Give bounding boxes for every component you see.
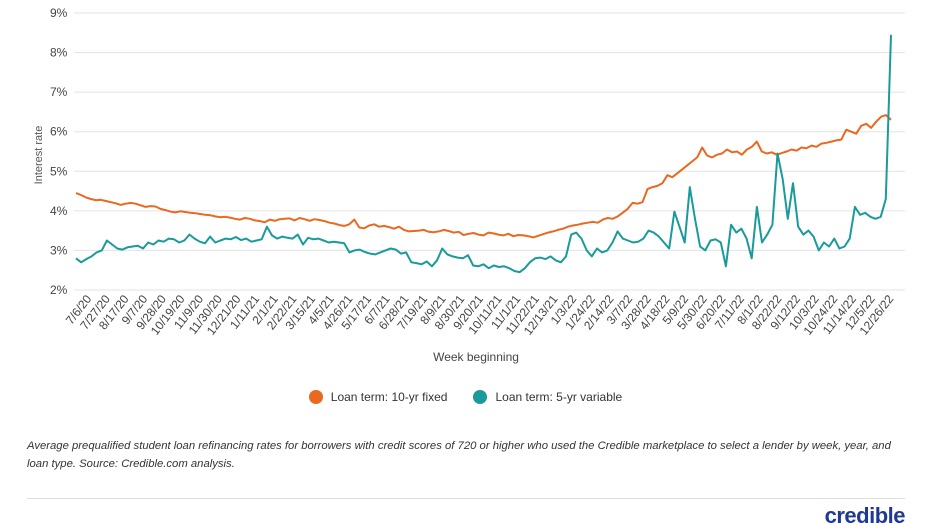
legend-label-variable: Loan term: 5-yr variable — [495, 390, 623, 404]
legend: Loan term: 10-yr fixed Loan term: 5-yr v… — [0, 390, 931, 404]
y-tick-label: 7% — [50, 85, 68, 99]
y-tick-label: 2% — [50, 283, 68, 297]
y-tick-label: 4% — [50, 204, 68, 218]
y-axis-label: Interest rate — [33, 126, 45, 185]
x-axis-label: Week beginning — [433, 350, 519, 364]
series-line-10yr-fixed — [75, 114, 892, 239]
grid-lines — [74, 12, 905, 291]
y-tick-label: 3% — [50, 243, 68, 257]
legend-swatch-fixed — [308, 390, 323, 404]
chart-caption: Average prequalified student loan refina… — [27, 440, 891, 470]
x-axis-ticks: 7/6/207/27/208/17/209/7/209/28/2010/19/2… — [63, 292, 897, 338]
legend-label-fixed: Loan term: 10-yr fixed — [330, 390, 448, 404]
y-tick-label: 9% — [50, 6, 68, 20]
y-tick-label: 8% — [50, 46, 68, 60]
y-axis-ticks: 2% 3% 4% 5% 6% 7% 8% 9% — [50, 6, 68, 297]
line-chart: 2% 3% 4% 5% 6% 7% 8% 9% Interest rate 7/6/207/2… — [33, 6, 905, 364]
y-tick-label: 6% — [50, 125, 68, 139]
divider — [27, 498, 905, 499]
credible-logo: credible — [824, 505, 905, 523]
legend-item-fixed[interactable]: Loan term: 10-yr fixed — [308, 390, 448, 404]
y-tick-label: 5% — [50, 164, 68, 178]
series-line-5yr-variable — [75, 34, 892, 274]
legend-swatch-variable — [473, 390, 488, 404]
legend-item-variable[interactable]: Loan term: 5-yr variable — [473, 390, 622, 404]
